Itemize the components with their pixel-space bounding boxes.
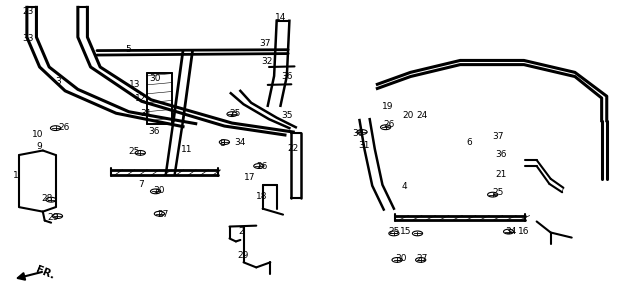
Text: 25: 25 bbox=[389, 227, 400, 236]
Text: 21: 21 bbox=[495, 170, 507, 179]
Text: 13: 13 bbox=[129, 80, 140, 89]
Text: 27: 27 bbox=[157, 210, 169, 219]
Text: 22: 22 bbox=[287, 144, 298, 153]
Text: 26: 26 bbox=[256, 162, 268, 170]
Text: 37: 37 bbox=[259, 39, 271, 48]
Text: 35: 35 bbox=[282, 111, 293, 120]
Text: 24: 24 bbox=[417, 111, 428, 120]
Text: 16: 16 bbox=[518, 227, 529, 236]
Text: 36: 36 bbox=[352, 129, 364, 138]
Text: 23: 23 bbox=[22, 7, 34, 16]
Text: 2: 2 bbox=[239, 227, 244, 236]
Text: FR.: FR. bbox=[35, 265, 56, 281]
Text: 29: 29 bbox=[237, 251, 248, 260]
Text: 34: 34 bbox=[505, 227, 516, 236]
Text: 17: 17 bbox=[244, 173, 255, 182]
Text: 12: 12 bbox=[135, 94, 147, 103]
Text: 7: 7 bbox=[138, 180, 144, 189]
Text: 27: 27 bbox=[417, 254, 428, 263]
Text: 26: 26 bbox=[59, 123, 70, 132]
Text: 36: 36 bbox=[148, 127, 159, 136]
Text: 14: 14 bbox=[275, 13, 287, 22]
Text: 4: 4 bbox=[401, 182, 407, 191]
Text: 5: 5 bbox=[125, 45, 131, 54]
Text: 36: 36 bbox=[282, 72, 293, 81]
Text: 19: 19 bbox=[383, 102, 394, 111]
Text: 33: 33 bbox=[22, 34, 34, 43]
Text: 1: 1 bbox=[13, 171, 19, 180]
Text: 34: 34 bbox=[234, 138, 245, 147]
Text: 30: 30 bbox=[153, 186, 164, 195]
Text: 29: 29 bbox=[47, 213, 59, 222]
Text: 31: 31 bbox=[140, 109, 152, 118]
Text: 10: 10 bbox=[32, 130, 44, 138]
Text: 20: 20 bbox=[403, 111, 414, 120]
Text: 15: 15 bbox=[399, 227, 411, 236]
Text: 32: 32 bbox=[261, 57, 273, 66]
Text: 30: 30 bbox=[149, 74, 161, 83]
Text: 37: 37 bbox=[492, 132, 504, 141]
Text: 26: 26 bbox=[384, 120, 395, 129]
Text: 25: 25 bbox=[492, 188, 504, 197]
Text: 3: 3 bbox=[56, 77, 61, 86]
Text: 25: 25 bbox=[129, 147, 140, 157]
Text: 9: 9 bbox=[36, 141, 42, 150]
Text: 6: 6 bbox=[467, 138, 472, 147]
Text: 18: 18 bbox=[256, 192, 268, 201]
Text: 25: 25 bbox=[230, 109, 241, 118]
Text: 36: 36 bbox=[495, 150, 507, 159]
Text: 31: 31 bbox=[358, 141, 370, 150]
Text: 28: 28 bbox=[41, 194, 52, 203]
Text: 11: 11 bbox=[181, 144, 193, 154]
Text: 8: 8 bbox=[220, 138, 225, 147]
Text: 30: 30 bbox=[395, 254, 406, 263]
